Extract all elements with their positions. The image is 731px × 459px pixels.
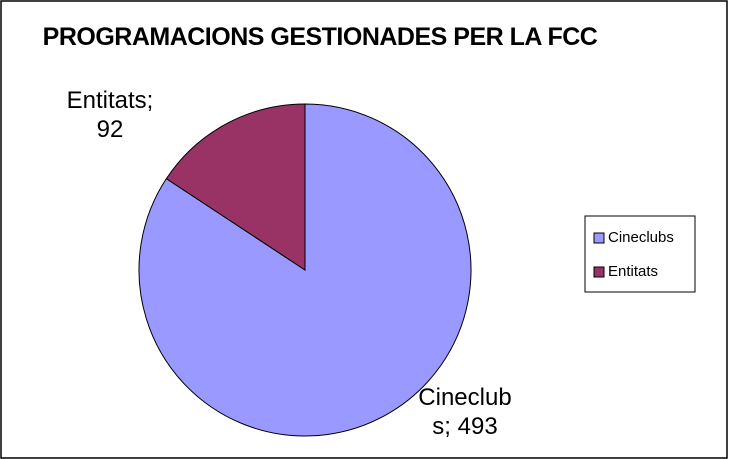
data-label: Entitats; 92 <box>66 87 154 143</box>
pie-slice <box>138 103 472 437</box>
chart-title: PROGRAMACIONS GESTIONADES PER LA FCC <box>42 23 598 51</box>
data-label: Cineclubs; 493 <box>418 384 512 440</box>
legend-box <box>584 215 696 293</box>
legend-label: Entitats <box>608 263 658 280</box>
legend-swatch <box>593 232 605 244</box>
pie-slice <box>165 103 306 271</box>
legend-label: Cineclubs <box>608 229 674 246</box>
legend-swatch <box>593 266 605 278</box>
